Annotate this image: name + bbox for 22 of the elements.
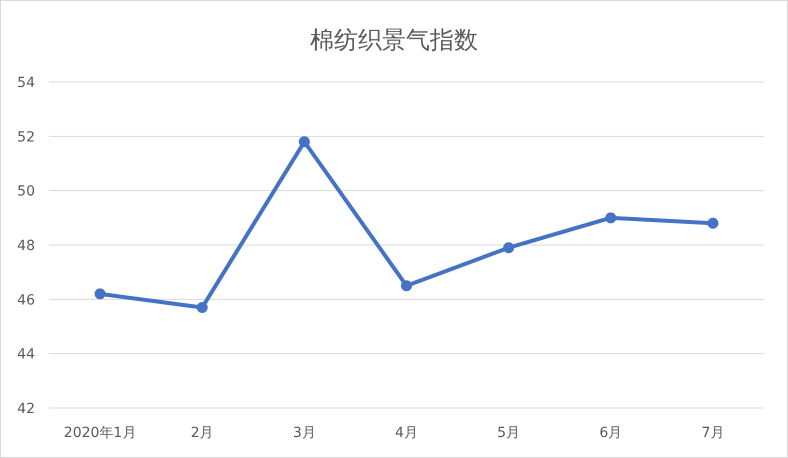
point: [707, 218, 718, 229]
x-tick-label: 6月: [599, 425, 622, 441]
y-tick-label: 50: [17, 184, 35, 200]
x-tick-label: 2020年1月: [64, 425, 136, 441]
point: [605, 212, 616, 224]
x-tick-label: 7月: [701, 425, 724, 441]
point: [401, 280, 412, 292]
point: [196, 302, 208, 313]
y-tick-label: 54: [17, 75, 36, 91]
x-tick-label: 4月: [395, 425, 418, 441]
point: [503, 242, 514, 254]
y-tick-label: 52: [17, 129, 35, 146]
x-tick-label: 5月: [497, 425, 520, 441]
x-tick-label: 2月: [190, 425, 214, 441]
chart-title: 棉纺织景气指数: [310, 26, 478, 54]
x-tick-label: 3月: [292, 425, 316, 441]
point: [94, 288, 106, 300]
y-tick-label: 46: [17, 292, 36, 308]
y-tick-label: 44: [17, 346, 36, 363]
y-tick-label: 42: [17, 401, 35, 417]
point: [298, 136, 310, 148]
y-tick-label: 48: [17, 238, 35, 254]
